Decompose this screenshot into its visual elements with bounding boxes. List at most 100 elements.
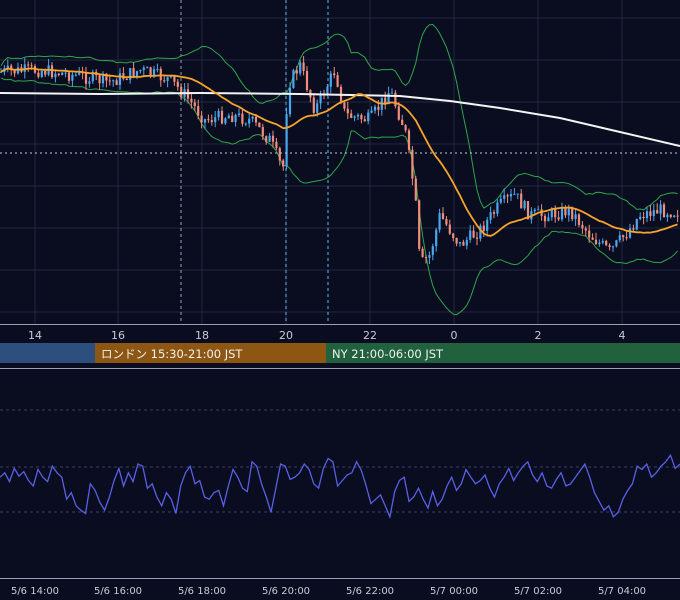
oscillator-line [0,453,680,520]
candle-body [224,118,227,124]
candle-body [557,217,560,220]
candle-body [91,71,94,82]
session-segment-london [95,343,326,363]
candle-body [373,106,377,111]
bottom-x-tick-label: 5/6 14:00 [11,586,59,597]
candle-body [492,212,496,214]
candle-body [591,237,594,240]
candle-body [139,69,142,72]
candle-body [251,116,254,119]
candle-body [278,148,281,161]
candle-body [601,240,604,243]
bottom-x-tick-label: 5/6 22:00 [346,586,394,597]
candle-body [152,69,156,76]
candle-body [295,70,298,74]
candle-body [61,72,64,75]
candle-body [441,213,445,219]
candle-body [639,216,642,220]
candle-body [618,235,621,241]
candle-body [407,130,411,150]
candle-body [105,73,108,81]
candle-body [193,102,196,107]
candle-body [261,127,264,137]
candle-body [503,195,506,199]
candle-body [662,204,666,218]
candle-body [635,219,638,230]
session-segment-ny [326,343,680,363]
candle-body [346,108,349,114]
candle-body [173,75,176,82]
main-x-axis: 14 16 18 20 22 0 2 4 [0,324,680,342]
candle-body [377,106,380,110]
candle-body [594,239,598,245]
candle-body [135,71,139,78]
candle-body [6,65,9,69]
candle-body [163,80,166,82]
main-price-pane[interactable] [0,0,680,324]
candle-body [10,65,13,71]
candle-body [220,111,224,124]
candle-body [649,211,652,216]
candle-body [584,228,587,231]
candle-body [108,80,111,82]
session-label-ny: NY 21:00-06:00 JST [332,347,444,361]
candle-body [122,73,125,79]
candle-body [326,86,329,96]
candle-body [312,97,315,113]
candle-body [166,77,169,82]
candlestick-series [0,56,679,265]
candle-body [217,111,220,118]
candle-body [669,214,672,217]
candle-body [118,73,122,85]
candle-body [659,204,662,214]
candle-body [428,255,431,258]
candle-body [101,73,105,84]
oscillator-pane[interactable] [0,409,680,520]
candle-body [414,178,417,201]
candle-body [285,114,288,167]
candle-body [424,256,428,258]
candle-body [146,67,149,69]
candle-body [390,92,394,94]
candle-body [231,115,234,122]
candle-body [30,65,33,67]
candle-body [350,113,353,118]
candle-body [176,81,179,87]
candle-body [421,248,424,257]
candle-body [210,120,213,123]
candle-body [248,118,251,124]
candle-body [475,237,479,239]
bottom-x-tick-label: 5/6 18:00 [178,586,226,597]
session-label-london: ロンドン 15:30-21:00 JST [101,347,243,361]
candle-body [16,67,20,74]
main-x-tick-label: 16 [111,329,125,342]
candle-body [37,72,40,77]
sma-long-line [0,91,680,147]
candle-body [506,195,509,197]
bottom-x-tick-label: 5/6 20:00 [262,586,310,597]
bottom-x-axis: 5/6 14:00 5/6 16:00 5/6 18:00 5/6 20:00 5/6 … [0,578,680,597]
candle-body [435,229,438,247]
candle-body [625,237,628,239]
candle-body [411,149,414,179]
candle-body [526,201,530,220]
candle-body [571,206,574,220]
candle-body [458,241,462,244]
candle-body [516,193,519,195]
candle-body [499,198,502,203]
candle-body [292,70,295,88]
candle-body [537,209,540,211]
sma-short-line [0,67,678,237]
candle-body [547,217,550,222]
main-x-tick-label: 18 [195,329,209,342]
candle-body [67,72,71,81]
candle-body [489,212,492,220]
candle-body [642,216,645,219]
candle-body [78,72,81,75]
candle-body [244,123,247,125]
candle-body [74,74,77,76]
candle-body [652,210,655,216]
candle-body [605,240,608,246]
session-bar: ロンドン 15:30-21:00 JST NY 21:00-06:00 JST [0,343,680,363]
candle-body [394,92,397,107]
